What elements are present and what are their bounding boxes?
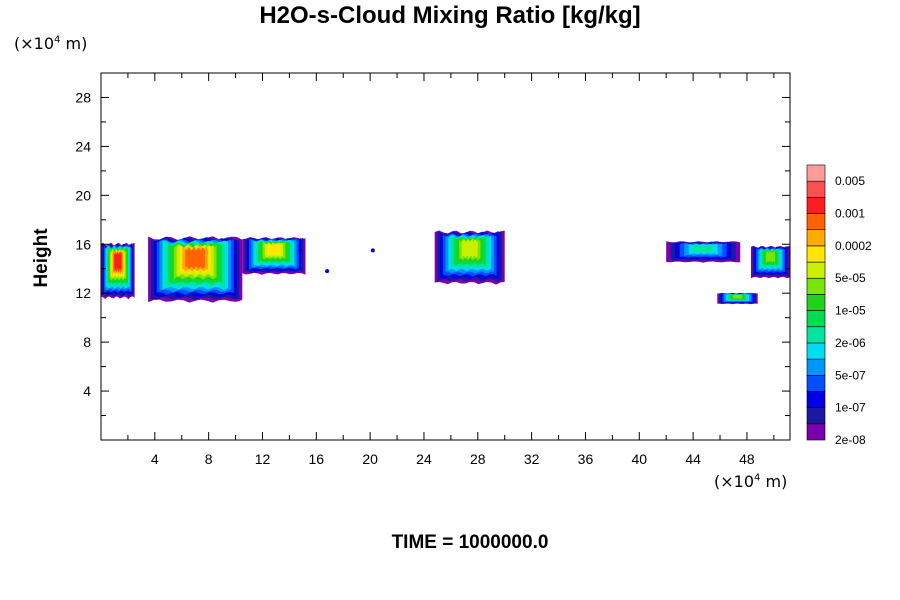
x-tick-label: 32 bbox=[524, 451, 540, 467]
plot-frame bbox=[100, 72, 791, 441]
x-axis-unit: (×104 m) bbox=[714, 472, 787, 491]
y-tick-label: 12 bbox=[75, 285, 91, 301]
x-tick-label: 12 bbox=[255, 451, 271, 467]
y-unit-suffix: m) bbox=[60, 34, 88, 53]
x-tick-label: 20 bbox=[362, 451, 378, 467]
colorbar-label: 1e-07 bbox=[835, 401, 866, 415]
cloud-region bbox=[101, 242, 135, 300]
y-axis-unit: (×104 m) bbox=[14, 34, 87, 53]
colorbar-swatch bbox=[806, 277, 826, 295]
cloud-contour-level-9 bbox=[765, 250, 776, 263]
colorbar-swatch bbox=[806, 261, 826, 279]
y-tick-label: 24 bbox=[75, 138, 91, 154]
colorbar-label: 1e-05 bbox=[835, 304, 866, 318]
x-tick-label: 8 bbox=[205, 451, 213, 467]
colorbar: 0.005 0.001 0.0002 5e-05 1e-05 2e-06 5e-07 1e-0… bbox=[806, 164, 872, 447]
time-label: TIME = 1000000.0 bbox=[391, 532, 549, 553]
cloud-contour-level-10 bbox=[461, 239, 478, 259]
cloud-contour-level-6 bbox=[693, 244, 714, 253]
cloud-speck bbox=[298, 248, 303, 253]
colorbar-swatch bbox=[806, 407, 826, 425]
colorbar-label: 5e-05 bbox=[835, 271, 866, 285]
x-tick-label: 44 bbox=[685, 451, 701, 467]
cloud-region bbox=[666, 241, 741, 263]
colorbar-label: 0.005 bbox=[835, 174, 865, 188]
chart-title: H2O-s-Cloud Mixing Ratio [kg/kg] bbox=[259, 2, 641, 29]
plot-layer bbox=[101, 230, 790, 305]
colorbar-swatch bbox=[806, 180, 826, 198]
colorbar-swatch bbox=[806, 164, 826, 182]
cloud-contour-level-9 bbox=[732, 294, 743, 299]
colorbar-swatch bbox=[806, 294, 826, 311]
colorbar-swatch bbox=[806, 213, 826, 231]
x-tick-label: 36 bbox=[578, 451, 594, 467]
cloud-region bbox=[717, 292, 758, 305]
colorbar-label: 2e-06 bbox=[835, 336, 866, 350]
colorbar-swatch bbox=[806, 326, 826, 344]
colorbar-label: 2e-08 bbox=[835, 433, 866, 447]
y-tick-label: 4 bbox=[83, 383, 91, 399]
cloud-region bbox=[434, 230, 505, 285]
x-tick-label: 48 bbox=[739, 451, 755, 467]
colorbar-swatch bbox=[806, 197, 826, 214]
x-tick-label: 40 bbox=[631, 451, 647, 467]
x-tick-label: 16 bbox=[309, 451, 325, 467]
x-tick-label: 24 bbox=[416, 451, 432, 467]
cloud-contour-level-13 bbox=[185, 247, 206, 270]
x-unit-prefix: (×10 bbox=[714, 472, 755, 491]
y-tick-label: 8 bbox=[83, 334, 91, 350]
colorbar-label: 5e-07 bbox=[835, 368, 866, 382]
colorbar-swatch bbox=[806, 391, 826, 408]
cloud-region bbox=[242, 237, 306, 275]
y-tick-label: 16 bbox=[75, 236, 91, 252]
colorbar-swatch bbox=[806, 374, 826, 392]
colorbar-swatch bbox=[806, 423, 826, 441]
cloud-contour-level-11 bbox=[266, 243, 281, 257]
y-unit-prefix: (×10 bbox=[14, 34, 55, 53]
colorbar-swatch bbox=[806, 342, 826, 360]
x-unit-exponent: 4 bbox=[754, 472, 761, 484]
cloud-region bbox=[148, 236, 243, 303]
colorbar-swatch bbox=[806, 310, 826, 328]
y-unit-exponent: 4 bbox=[54, 34, 61, 46]
x-unit-suffix: m) bbox=[760, 472, 788, 491]
colorbar-swatch bbox=[806, 245, 826, 263]
cloud-speck bbox=[370, 248, 375, 253]
colorbar-label: 0.001 bbox=[835, 207, 865, 221]
cloud-speck bbox=[325, 269, 330, 274]
colorbar-swatch bbox=[806, 358, 826, 376]
x-tick-label: 28 bbox=[470, 451, 486, 467]
y-tick-label: 28 bbox=[75, 89, 91, 105]
cloud-region bbox=[751, 245, 790, 279]
cloud-contour-level-14 bbox=[114, 251, 122, 271]
colorbar-label: 0.0002 bbox=[835, 239, 872, 253]
colorbar-swatch bbox=[806, 229, 826, 247]
x-tick-label: 4 bbox=[151, 451, 159, 467]
y-tick-label: 20 bbox=[75, 187, 91, 203]
